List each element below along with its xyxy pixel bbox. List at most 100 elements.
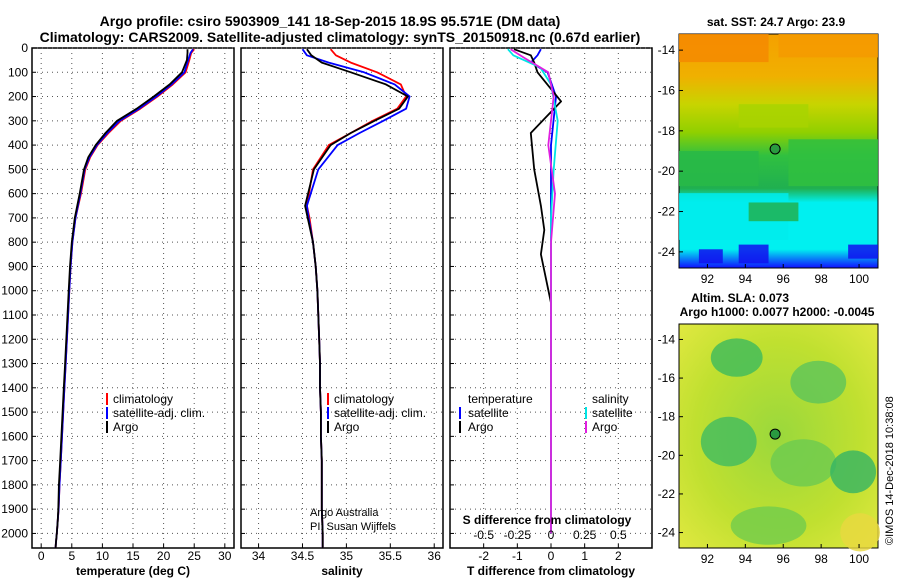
legend-t-argo: Argo [468,420,494,434]
salinity-panel-frame [240,47,444,549]
legend-swatch-argo [327,421,329,433]
difference-x-ticks: -2 -1 0 1 2 [478,549,622,563]
temperature-x-ticks: 0 5 10 15 20 25 30 [38,549,232,563]
sst-patch [778,34,878,58]
sla-patch [790,360,847,404]
sst-patch [679,34,769,63]
s-difference-label: S difference from climatology [463,513,632,527]
sla-patch [710,338,763,377]
legend-climatology: climatology [334,392,394,406]
depth-tick-label: 1100 [2,308,28,322]
legend-swatch-t-argo [459,421,461,433]
sst-patch [698,249,723,264]
series-line-salinity-argo [510,48,556,534]
sst-patch [738,244,769,264]
depth-tick-label: 1900 [1,502,28,516]
map-lat-label: -22 [658,487,676,501]
map-lat-label: -14 [658,43,676,57]
map-lat-label: -20 [658,164,676,178]
depth-tick-label: 1000 [1,284,28,298]
depth-tick-label: 900 [8,259,28,273]
map-lat-label: -16 [658,371,676,385]
salinity-xlabel: salinity [321,564,363,578]
depth-tick-label: 200 [8,90,28,104]
sst-patch [738,104,809,128]
depth-tick-label: 1800 [1,478,28,492]
series-line-argo [304,48,409,548]
s-diff-tick-label: 0 [548,528,555,542]
legend-swatch-argo [106,421,108,433]
map-lon-label: 92 [701,272,715,286]
depth-tick-label: 400 [8,138,28,152]
temperature-legend: climatology satellite-adj. clim. Argo [106,392,205,434]
difference-legend: temperature satellite Argo salinity sate… [459,392,633,434]
x-tick-label: 30 [218,549,232,563]
depth-tick-label: 1700 [1,454,28,468]
sst-map-axes: -14 -16 -18 -20 -22 -24 92 94 96 98 100 [658,43,870,286]
map-lon-label: 98 [814,272,828,286]
sla-map-title2: Argo h1000: 0.0077 h2000: -0.0045 [680,305,875,319]
sst-patch [679,151,759,187]
sst-patch [748,202,799,222]
sla-map-patches [700,338,881,552]
map-lon-label: 100 [849,552,869,566]
map-lat-label: -18 [658,410,676,424]
depth-tick-label: 600 [8,187,28,201]
map-lon-label: 98 [814,552,828,566]
legend-swatch-climatology [327,393,329,405]
depth-tick-label: 1300 [1,357,28,371]
map-lat-label: -22 [658,205,676,219]
x-tick-label: -1 [512,549,523,563]
x-tick-label: 34.5 [291,549,315,563]
salinity-x-ticks: 34 34.5 35 35.5 36 [252,549,441,563]
legend-swatch-s-satellite [585,407,587,419]
temperature-xlabel: temperature (deg C) [76,564,190,578]
figure-title-line2: Climatology: CARS2009. Satellite-adjuste… [40,29,641,45]
credit-line2: PI: Susan Wijffels [310,521,396,533]
depth-tick-label: 500 [8,162,28,176]
sla-map-title1: Altim. SLA: 0.073 [691,291,789,305]
x-tick-label: 5 [68,549,75,563]
depth-tick-label: 800 [8,235,28,249]
s-difference-ticks: -0.5 -0.25 0 0.25 0.5 [473,528,627,542]
x-tick-label: 20 [157,549,171,563]
sla-patch [700,416,757,467]
x-tick-label: 36 [428,549,442,563]
legend-swatch-climatology [106,393,108,405]
map-lon-label: 92 [701,552,715,566]
map-lat-label: -24 [658,526,676,540]
x-tick-label: 35 [340,549,354,563]
x-tick-label: 0 [38,549,45,563]
legend-argo: Argo [113,420,139,434]
depth-tick-label: 0 [21,41,28,55]
float-marker-sla [769,428,781,440]
x-tick-label: 2 [615,549,622,563]
map-lat-label: -16 [658,83,676,97]
map-lon-label: 100 [849,272,869,286]
float-marker-sst [769,143,781,155]
map-lon-label: 94 [739,272,753,286]
salinity-legend: climatology satellite-adj. clim. Argo [327,392,426,434]
sla-patch [770,439,837,487]
sla-patch [840,513,881,552]
legend-satellite: satellite-adj. clim. [113,406,205,420]
legend-argo: Argo [334,420,360,434]
depth-tick-label: 700 [8,211,28,225]
watermark: ©IMOS 14-Dec-2018 10:38:08 [884,396,896,545]
x-tick-label: 15 [126,549,140,563]
legend-satellite: satellite-adj. clim. [334,406,426,420]
profile-curves [54,48,562,549]
legend-swatch-s-argo [585,421,587,433]
x-tick-label: 1 [581,549,588,563]
map-lat-label: -24 [658,245,676,259]
map-lat-label: -14 [658,332,676,346]
depth-tick-label: 100 [8,65,28,79]
map-lat-label: -18 [658,124,676,138]
sst-map-title: sat. SST: 24.7 Argo: 23.9 [707,15,846,29]
depth-tick-label: 1500 [1,405,28,419]
series-line-argo [54,49,189,549]
depth-axis: 0 100 200 300 400 500 600 700 800 900 1000 1100 1200… [1,41,454,540]
legend-salinity-title: salinity [592,392,629,406]
x-tick-label: -2 [478,549,489,563]
legend-temperature-title: temperature [468,392,533,406]
